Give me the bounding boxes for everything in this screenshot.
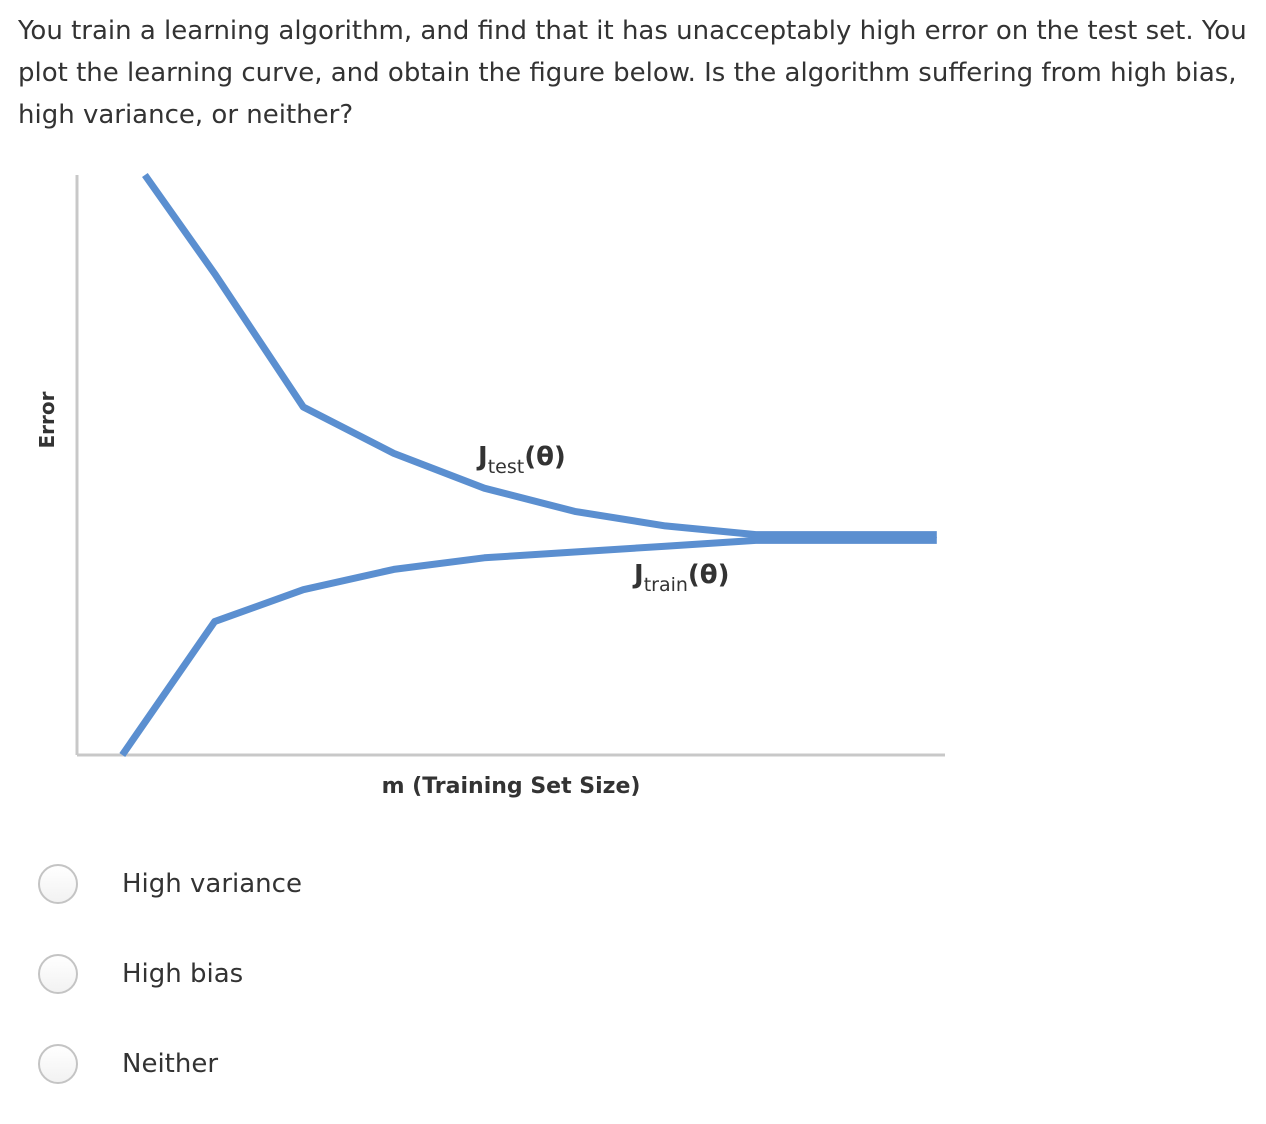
radio-button-high-bias[interactable] [38,954,78,994]
x-axis-label: m (Training Set Size) [382,774,641,799]
series-line-train [119,536,937,757]
option-label-neither: Neither [122,1049,219,1079]
question-text: You train a learning algorithm, and find… [18,16,1247,130]
y-axis-label: Error [35,391,59,448]
option-neither[interactable]: Neither [38,1042,538,1088]
option-label-high-variance: High variance [122,869,302,899]
option-high-bias[interactable]: High bias [38,952,538,998]
series-label-test: Jtest(θ) [476,442,566,478]
series-label-train: Jtrain(θ) [632,560,730,596]
learning-curve-figure: Jtest(θ) Jtrain(θ) m (Training Set Size) Er… [0,160,1266,820]
series-line-test [142,172,937,539]
option-high-variance[interactable]: High variance [38,862,538,908]
radio-button-high-variance[interactable] [38,864,78,904]
radio-button-neither[interactable] [38,1044,78,1084]
option-label-high-bias: High bias [122,959,244,989]
learning-curve-chart: Jtest(θ) Jtrain(θ) m (Training Set Size) Er… [35,172,945,799]
